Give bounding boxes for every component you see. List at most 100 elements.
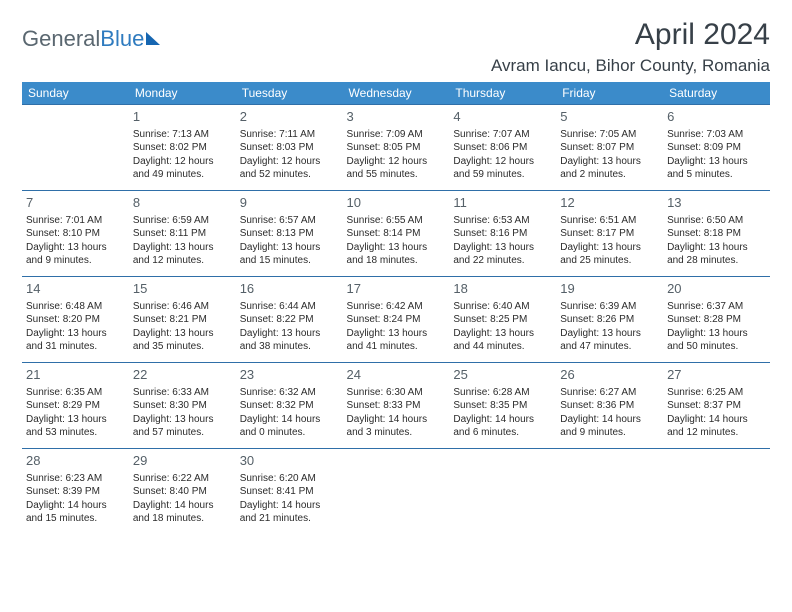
day-number: 17 <box>347 280 446 298</box>
daylight-text: Daylight: 14 hours <box>667 413 766 427</box>
day-number: 19 <box>560 280 659 298</box>
daylight-text: Daylight: 13 hours <box>667 241 766 255</box>
sunset-text: Sunset: 8:35 PM <box>453 399 552 413</box>
sunrise-text: Sunrise: 6:30 AM <box>347 386 446 400</box>
daylight-text: and 59 minutes. <box>453 168 552 182</box>
sunrise-text: Sunrise: 6:23 AM <box>26 472 125 486</box>
day-number: 29 <box>133 452 232 470</box>
sunrise-text: Sunrise: 7:07 AM <box>453 128 552 142</box>
sunset-text: Sunset: 8:29 PM <box>26 399 125 413</box>
daylight-text: and 15 minutes. <box>240 254 339 268</box>
daylight-text: and 35 minutes. <box>133 340 232 354</box>
sunrise-text: Sunrise: 6:57 AM <box>240 214 339 228</box>
sunrise-text: Sunrise: 6:40 AM <box>453 300 552 314</box>
daylight-text: Daylight: 14 hours <box>133 499 232 513</box>
calendar-table: Sunday Monday Tuesday Wednesday Thursday… <box>22 82 770 535</box>
logo: GeneralBlue <box>22 18 160 52</box>
day-number: 14 <box>26 280 125 298</box>
day-header: Saturday <box>663 82 770 105</box>
sunset-text: Sunset: 8:22 PM <box>240 313 339 327</box>
daylight-text: and 12 minutes. <box>133 254 232 268</box>
sunset-text: Sunset: 8:40 PM <box>133 485 232 499</box>
sunset-text: Sunset: 8:28 PM <box>667 313 766 327</box>
title-month: April 2024 <box>491 18 770 52</box>
calendar-cell: 17Sunrise: 6:42 AMSunset: 8:24 PMDayligh… <box>343 277 450 363</box>
daylight-text: Daylight: 13 hours <box>453 241 552 255</box>
sunrise-text: Sunrise: 6:33 AM <box>133 386 232 400</box>
sunset-text: Sunset: 8:39 PM <box>26 485 125 499</box>
sunset-text: Sunset: 8:20 PM <box>26 313 125 327</box>
sunrise-text: Sunrise: 7:05 AM <box>560 128 659 142</box>
daylight-text: Daylight: 13 hours <box>26 241 125 255</box>
day-header: Sunday <box>22 82 129 105</box>
daylight-text: and 3 minutes. <box>347 426 446 440</box>
daylight-text: and 18 minutes. <box>347 254 446 268</box>
sunrise-text: Sunrise: 6:25 AM <box>667 386 766 400</box>
daylight-text: Daylight: 14 hours <box>240 499 339 513</box>
calendar-cell: 4Sunrise: 7:07 AMSunset: 8:06 PMDaylight… <box>449 105 556 191</box>
daylight-text: Daylight: 12 hours <box>453 155 552 169</box>
daylight-text: and 9 minutes. <box>560 426 659 440</box>
calendar-week-row: 1Sunrise: 7:13 AMSunset: 8:02 PMDaylight… <box>22 105 770 191</box>
sunset-text: Sunset: 8:30 PM <box>133 399 232 413</box>
header: GeneralBlue April 2024 Avram Iancu, Biho… <box>22 18 770 76</box>
calendar-cell: 15Sunrise: 6:46 AMSunset: 8:21 PMDayligh… <box>129 277 236 363</box>
title-location: Avram Iancu, Bihor County, Romania <box>491 56 770 76</box>
sunrise-text: Sunrise: 6:51 AM <box>560 214 659 228</box>
calendar-cell: 11Sunrise: 6:53 AMSunset: 8:16 PMDayligh… <box>449 191 556 277</box>
daylight-text: Daylight: 13 hours <box>26 327 125 341</box>
daylight-text: and 41 minutes. <box>347 340 446 354</box>
day-header: Thursday <box>449 82 556 105</box>
sunset-text: Sunset: 8:18 PM <box>667 227 766 241</box>
daylight-text: and 53 minutes. <box>26 426 125 440</box>
calendar-cell <box>556 449 663 535</box>
daylight-text: Daylight: 13 hours <box>667 155 766 169</box>
daylight-text: and 44 minutes. <box>453 340 552 354</box>
sunrise-text: Sunrise: 6:27 AM <box>560 386 659 400</box>
calendar-cell: 25Sunrise: 6:28 AMSunset: 8:35 PMDayligh… <box>449 363 556 449</box>
daylight-text: Daylight: 13 hours <box>133 327 232 341</box>
sunset-text: Sunset: 8:21 PM <box>133 313 232 327</box>
sunrise-text: Sunrise: 6:35 AM <box>26 386 125 400</box>
sunset-text: Sunset: 8:26 PM <box>560 313 659 327</box>
calendar-page: GeneralBlue April 2024 Avram Iancu, Biho… <box>0 0 792 553</box>
daylight-text: and 49 minutes. <box>133 168 232 182</box>
day-header-row: Sunday Monday Tuesday Wednesday Thursday… <box>22 82 770 105</box>
daylight-text: and 50 minutes. <box>667 340 766 354</box>
calendar-cell <box>343 449 450 535</box>
sunrise-text: Sunrise: 6:37 AM <box>667 300 766 314</box>
daylight-text: and 55 minutes. <box>347 168 446 182</box>
sunrise-text: Sunrise: 7:09 AM <box>347 128 446 142</box>
calendar-cell: 24Sunrise: 6:30 AMSunset: 8:33 PMDayligh… <box>343 363 450 449</box>
calendar-cell: 12Sunrise: 6:51 AMSunset: 8:17 PMDayligh… <box>556 191 663 277</box>
daylight-text: and 28 minutes. <box>667 254 766 268</box>
day-number: 10 <box>347 194 446 212</box>
day-header: Monday <box>129 82 236 105</box>
sunrise-text: Sunrise: 6:59 AM <box>133 214 232 228</box>
logo-triangle-icon <box>146 32 160 45</box>
sunrise-text: Sunrise: 6:42 AM <box>347 300 446 314</box>
daylight-text: Daylight: 13 hours <box>240 327 339 341</box>
sunrise-text: Sunrise: 6:22 AM <box>133 472 232 486</box>
daylight-text: and 2 minutes. <box>560 168 659 182</box>
sunset-text: Sunset: 8:14 PM <box>347 227 446 241</box>
day-number: 5 <box>560 108 659 126</box>
sunset-text: Sunset: 8:17 PM <box>560 227 659 241</box>
day-header: Friday <box>556 82 663 105</box>
daylight-text: and 52 minutes. <box>240 168 339 182</box>
day-number: 24 <box>347 366 446 384</box>
daylight-text: and 25 minutes. <box>560 254 659 268</box>
day-number: 8 <box>133 194 232 212</box>
sunrise-text: Sunrise: 6:48 AM <box>26 300 125 314</box>
day-number: 20 <box>667 280 766 298</box>
calendar-week-row: 14Sunrise: 6:48 AMSunset: 8:20 PMDayligh… <box>22 277 770 363</box>
daylight-text: Daylight: 13 hours <box>667 327 766 341</box>
sunset-text: Sunset: 8:24 PM <box>347 313 446 327</box>
calendar-cell <box>22 105 129 191</box>
sunrise-text: Sunrise: 6:53 AM <box>453 214 552 228</box>
daylight-text: Daylight: 13 hours <box>26 413 125 427</box>
sunset-text: Sunset: 8:02 PM <box>133 141 232 155</box>
sunset-text: Sunset: 8:33 PM <box>347 399 446 413</box>
day-header: Wednesday <box>343 82 450 105</box>
daylight-text: Daylight: 13 hours <box>560 155 659 169</box>
